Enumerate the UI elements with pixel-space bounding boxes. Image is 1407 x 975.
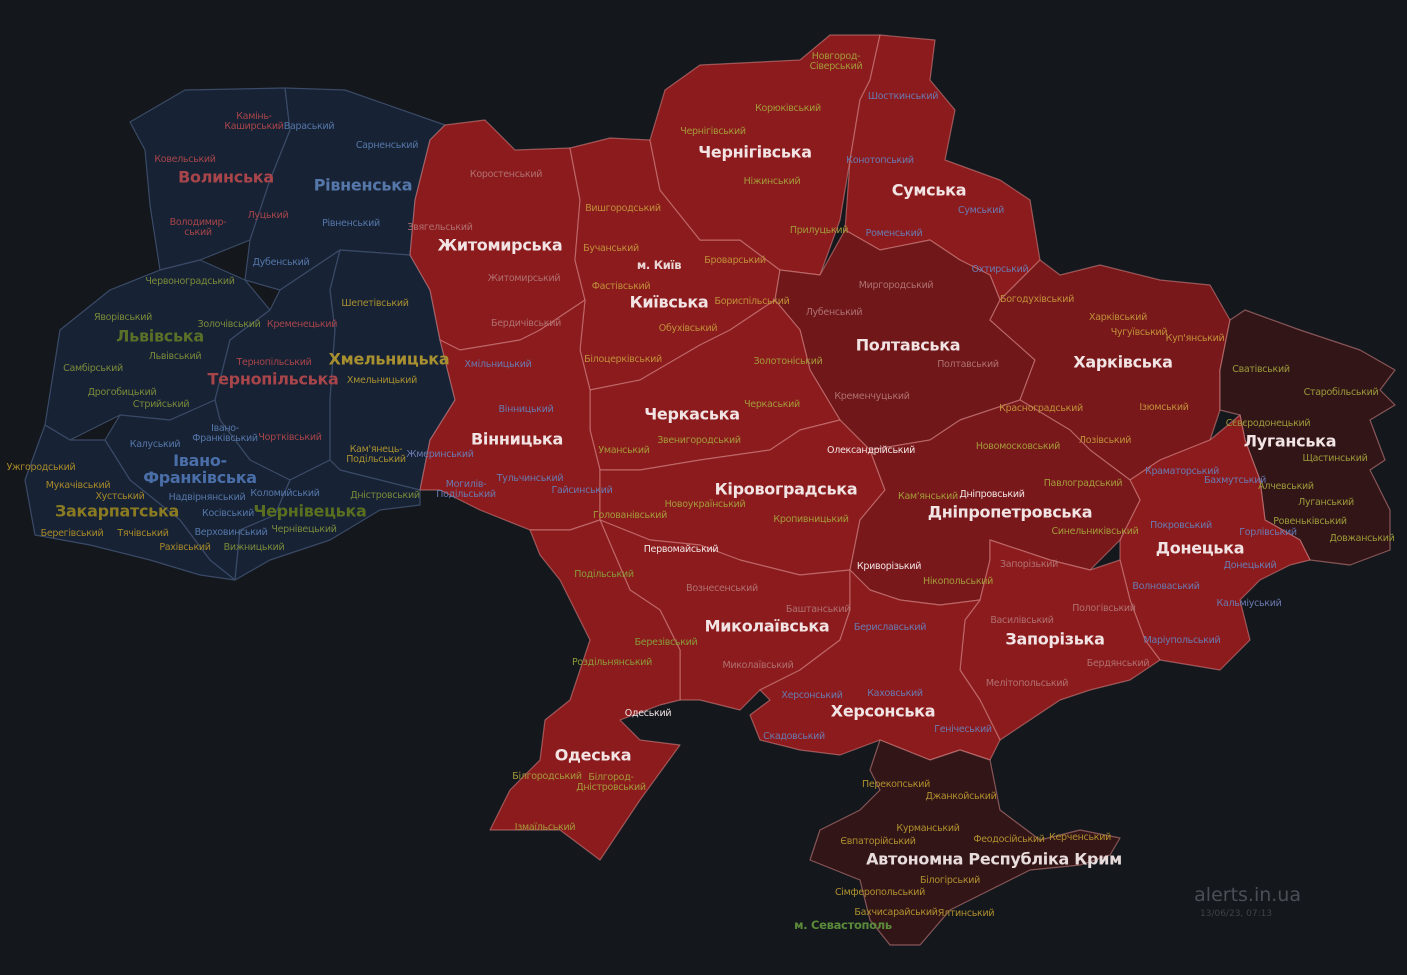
oblast-8[interactable] [409,119,586,351]
oblast-24[interactable] [809,739,1121,946]
oblast-23[interactable] [489,519,681,861]
watermark-site[interactable]: alerts.in.ua [1194,884,1301,906]
oblast-6[interactable] [24,424,236,581]
oblast-7[interactable] [234,459,421,581]
watermark-timestamp: 13/06/23, 07:13 [1200,909,1273,919]
oblast-13[interactable] [989,259,1231,481]
